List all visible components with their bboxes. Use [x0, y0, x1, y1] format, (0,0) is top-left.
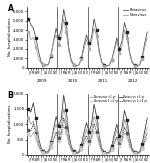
Y-axis label: No. hospitalizations: No. hospitalizations — [8, 18, 12, 56]
Y-axis label: No. hospitalizations: No. hospitalizations — [8, 105, 12, 143]
Legend: Norovirus <1 yr, Norovirus 1-<2 yr, Rotavirus <1 yr, Rotavirus 1-<2 yr: Norovirus <1 yr, Norovirus 1-<2 yr, Rota… — [89, 94, 148, 104]
Text: 2009: 2009 — [37, 79, 47, 83]
Text: 2011: 2011 — [98, 79, 108, 83]
Text: 2010: 2010 — [67, 79, 78, 83]
Text: B: B — [8, 91, 13, 100]
Text: 2012: 2012 — [128, 79, 138, 83]
Legend: Rotavirus, Norovirus: Rotavirus, Norovirus — [122, 7, 148, 19]
Text: A: A — [8, 4, 14, 13]
